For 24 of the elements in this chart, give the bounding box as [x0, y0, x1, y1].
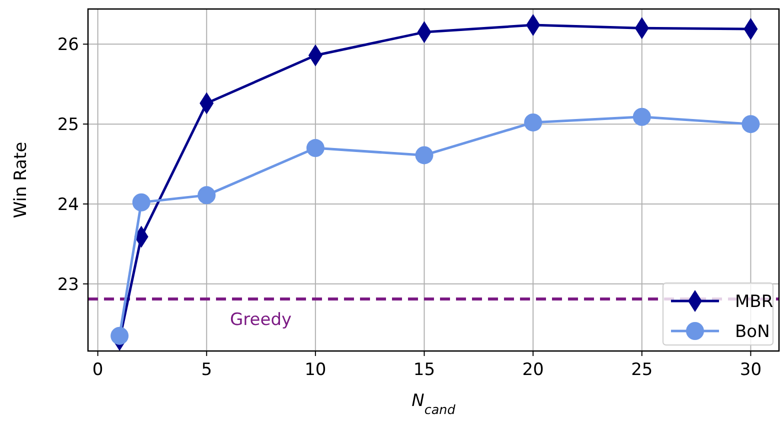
- point: [198, 186, 216, 204]
- point: [110, 326, 129, 345]
- x-tick-label: 25: [631, 360, 653, 380]
- y-axis-title: Win Rate: [11, 142, 31, 218]
- point: [415, 146, 434, 164]
- legend-label: BoN: [735, 322, 770, 342]
- x-tick-label: 10: [304, 360, 326, 380]
- point: [306, 139, 324, 158]
- ref-line-label: Greedy: [230, 310, 292, 330]
- x-axis-title: N$_{cand}$: [412, 391, 456, 418]
- point: [132, 193, 150, 212]
- y-tick-label: 25: [57, 115, 79, 136]
- x-tick-label: 20: [522, 360, 544, 380]
- point: [742, 115, 760, 134]
- x-tick-label: 5: [201, 360, 212, 380]
- legend-label: MBR: [735, 292, 774, 312]
- x-tick-label: 0: [92, 360, 104, 380]
- y-tick-label: 24: [57, 194, 79, 215]
- x-tick-label: 30: [740, 360, 762, 380]
- x-tick-label: 15: [413, 360, 436, 380]
- point: [632, 108, 651, 126]
- point: [524, 113, 542, 132]
- y-tick-label: 23: [57, 274, 79, 295]
- y-tick-label: 26: [57, 35, 79, 56]
